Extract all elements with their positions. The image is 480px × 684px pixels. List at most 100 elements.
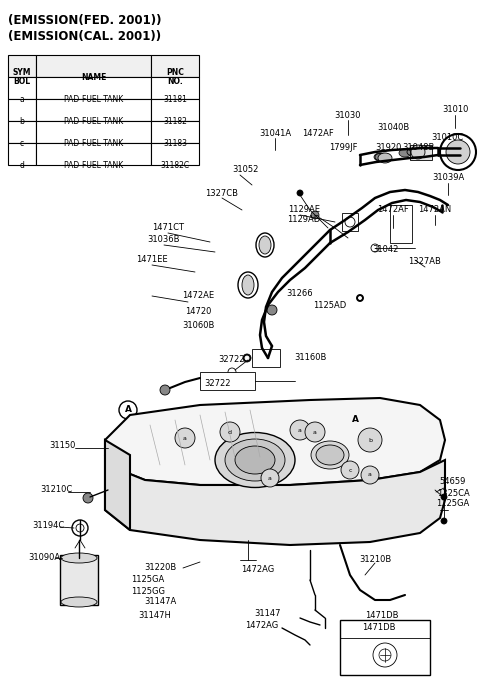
- Text: d: d: [228, 430, 232, 434]
- Text: 31147A: 31147A: [144, 598, 176, 607]
- Text: c: c: [20, 138, 24, 148]
- Text: 31147: 31147: [255, 609, 281, 618]
- Text: 31210B: 31210B: [359, 555, 391, 564]
- Circle shape: [261, 469, 279, 487]
- Bar: [60, 555, 98, 605]
- Circle shape: [359, 296, 361, 300]
- Ellipse shape: [316, 445, 344, 465]
- Text: a: a: [368, 473, 372, 477]
- Text: c: c: [348, 467, 352, 473]
- Text: d: d: [20, 161, 24, 170]
- Text: 1472AN: 1472AN: [419, 205, 452, 215]
- Text: 31194C: 31194C: [32, 521, 64, 529]
- Text: 31150: 31150: [49, 440, 75, 449]
- Text: 31920: 31920: [375, 144, 401, 153]
- Circle shape: [243, 354, 251, 362]
- Text: (EMISSION(CAL. 2001)): (EMISSION(CAL. 2001)): [8, 30, 161, 43]
- Text: 32722: 32722: [219, 356, 245, 365]
- Text: 31039A: 31039A: [432, 174, 464, 183]
- Text: 1125GA: 1125GA: [132, 575, 165, 585]
- Text: PAD-FUEL TANK: PAD-FUEL TANK: [64, 138, 123, 148]
- Circle shape: [297, 190, 303, 196]
- Text: 31182: 31182: [163, 116, 187, 125]
- Text: 1325CA: 1325CA: [437, 488, 469, 497]
- Text: 31182C: 31182C: [160, 161, 190, 170]
- Ellipse shape: [374, 153, 386, 161]
- Ellipse shape: [259, 236, 271, 254]
- Text: 31210C: 31210C: [40, 486, 72, 495]
- Polygon shape: [105, 455, 445, 545]
- Bar: [151, 99, 199, 121]
- Text: 31042: 31042: [372, 246, 398, 254]
- Ellipse shape: [215, 432, 295, 488]
- Bar: [410, 145, 432, 160]
- Ellipse shape: [242, 275, 254, 295]
- Ellipse shape: [311, 441, 349, 469]
- Circle shape: [361, 466, 379, 484]
- Text: 31010: 31010: [442, 105, 468, 114]
- Text: 1472AE: 1472AE: [182, 291, 214, 300]
- Text: PNC
NO.: PNC NO.: [166, 68, 184, 86]
- Ellipse shape: [61, 597, 97, 607]
- Text: b: b: [20, 116, 24, 125]
- Text: 1472AF: 1472AF: [302, 129, 334, 137]
- Polygon shape: [105, 440, 130, 530]
- Circle shape: [446, 140, 470, 164]
- Ellipse shape: [225, 439, 285, 481]
- Bar: [151, 143, 199, 165]
- Bar: [36, 121, 151, 143]
- Text: a: a: [298, 428, 302, 432]
- Text: 31220B: 31220B: [144, 564, 176, 573]
- Polygon shape: [105, 398, 445, 485]
- Circle shape: [220, 422, 240, 442]
- Text: 31040B: 31040B: [377, 124, 409, 133]
- Circle shape: [358, 428, 382, 452]
- Circle shape: [311, 211, 319, 219]
- Circle shape: [267, 305, 277, 315]
- Circle shape: [83, 493, 93, 503]
- Text: 31041A: 31041A: [259, 129, 291, 137]
- Ellipse shape: [399, 149, 411, 157]
- Text: 1471DB: 1471DB: [362, 624, 396, 633]
- Bar: [36, 143, 151, 165]
- Bar: [342, 213, 358, 231]
- Text: 31181: 31181: [163, 94, 187, 103]
- Ellipse shape: [378, 153, 392, 163]
- Bar: [36, 99, 151, 121]
- Text: a: a: [183, 436, 187, 440]
- Text: 1472AG: 1472AG: [245, 620, 278, 629]
- Circle shape: [357, 295, 363, 302]
- Circle shape: [411, 145, 425, 159]
- Circle shape: [290, 420, 310, 440]
- Circle shape: [305, 422, 325, 442]
- Text: 1471CT: 1471CT: [152, 224, 184, 233]
- Text: 1799JF: 1799JF: [329, 144, 357, 153]
- Text: 31266: 31266: [287, 289, 313, 298]
- Circle shape: [441, 494, 447, 500]
- Text: NAME: NAME: [81, 73, 106, 81]
- Text: 1129AD: 1129AD: [288, 215, 321, 224]
- Bar: [36, 77, 151, 99]
- Text: PAD-FUEL TANK: PAD-FUEL TANK: [64, 116, 123, 125]
- Text: 31048B: 31048B: [402, 144, 434, 153]
- Circle shape: [160, 385, 170, 395]
- Text: 32722: 32722: [204, 378, 230, 388]
- Bar: [151, 55, 199, 77]
- Text: 1472AG: 1472AG: [241, 566, 275, 575]
- Bar: [8, 143, 36, 165]
- Text: a: a: [313, 430, 317, 434]
- Bar: [390, 205, 412, 243]
- Bar: [151, 77, 199, 99]
- Bar: [8, 77, 36, 99]
- Text: 1471DB: 1471DB: [365, 611, 399, 620]
- Bar: [151, 121, 199, 143]
- Text: 54659: 54659: [440, 477, 466, 486]
- Ellipse shape: [61, 553, 97, 563]
- Text: (EMISSION(FED. 2001)): (EMISSION(FED. 2001)): [8, 14, 161, 27]
- Text: 31160B: 31160B: [294, 354, 326, 363]
- Text: a: a: [20, 94, 24, 103]
- Text: 1125GA: 1125GA: [436, 499, 469, 508]
- Text: 1472AF: 1472AF: [377, 205, 409, 215]
- Text: 31010C: 31010C: [431, 133, 463, 142]
- Circle shape: [341, 461, 359, 479]
